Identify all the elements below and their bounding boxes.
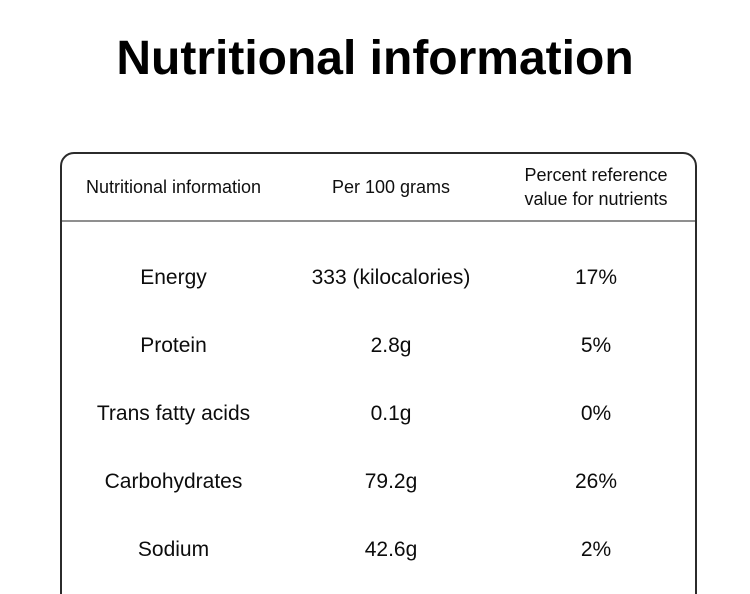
nutrient-label: Trans fatty acids (96, 401, 251, 425)
column-header-percent-reference: Percent reference value for nutrients (497, 163, 695, 212)
table-row-sodium: Sodium 42.6g 2% (62, 516, 695, 584)
table-row-trans-fatty-acids: Trans fatty acids 0.1g 0% (62, 380, 695, 448)
header-divider (62, 220, 695, 222)
nutrient-label: Sodium (137, 537, 210, 561)
per-100-grams-value: 79.2g (364, 469, 418, 493)
per-100-grams-value: 333 (kilocalories) (311, 265, 471, 289)
column-header-percent-reference-line1: Percent reference (524, 164, 668, 185)
per-100-grams-value: 2.8g (370, 333, 412, 357)
column-header-per-100-grams: Per 100 grams (331, 176, 451, 197)
percent-reference-value: 26% (574, 469, 618, 493)
table-row-carbohydrates: Carbohydrates 79.2g 26% (62, 448, 695, 516)
page-title: Nutritional information (116, 32, 634, 85)
nutrition-facts-panel: Nutritional information Per 100 grams Pe… (60, 152, 697, 594)
table-body: Energy 333 (kilocalories) 17% Protein 2.… (62, 222, 695, 584)
table-header-row: Nutritional information Per 100 grams Pe… (62, 154, 695, 220)
table-row-energy: Energy 333 (kilocalories) 17% (62, 244, 695, 312)
nutrient-label: Energy (140, 265, 207, 289)
column-header-percent-reference-line2: value for nutrients (524, 189, 668, 209)
column-header-nutrient: Nutritional information (85, 176, 262, 197)
table-row-protein: Protein 2.8g 5% (62, 312, 695, 380)
page: Nutritional information Nutritional info… (0, 30, 750, 594)
per-100-grams-value: 0.1g (370, 401, 412, 425)
percent-reference-value: 2% (580, 537, 612, 561)
nutrient-label: Carbohydrates (104, 469, 243, 493)
per-100-grams-value: 42.6g (364, 537, 418, 561)
percent-reference-value: 0% (580, 401, 612, 425)
nutrient-label: Protein (140, 333, 207, 357)
percent-reference-value: 5% (580, 333, 612, 357)
percent-reference-value: 17% (574, 265, 618, 289)
